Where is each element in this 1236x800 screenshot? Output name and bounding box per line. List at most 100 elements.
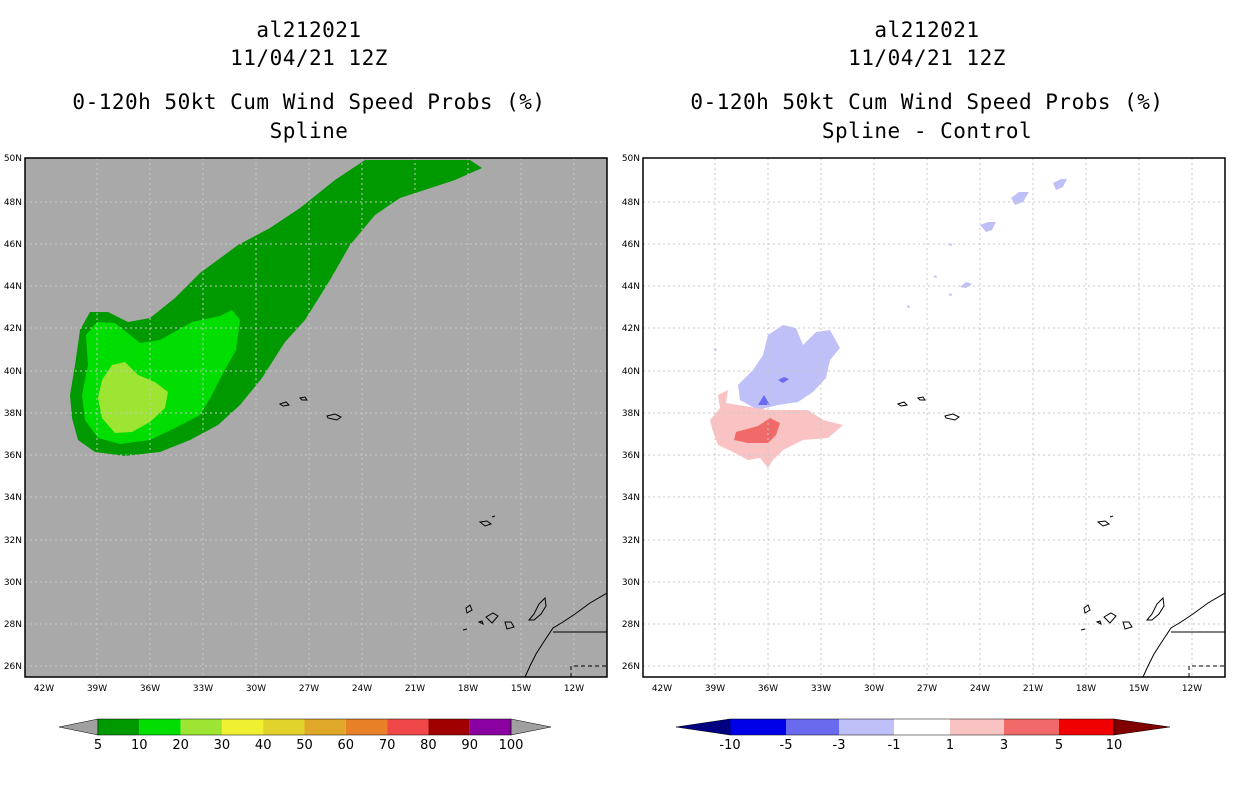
mauritania-border: [570, 665, 607, 677]
lat-label: 44N: [4, 282, 22, 292]
colorbar-label: -1: [888, 738, 901, 753]
colorbar-swatch: [139, 719, 181, 735]
colorbar-label: 60: [338, 738, 355, 753]
canary-islands: [462, 596, 547, 631]
lat-label: 28N: [622, 620, 640, 630]
right-map-svg: 50N 48N 46N 44N 42N 40N 38N 36N 34N 32N …: [622, 154, 1226, 753]
colorbar-label: 10: [131, 738, 148, 753]
lon-label: 27W: [299, 684, 319, 694]
colorbar-swatch: [221, 719, 264, 735]
colorbar-swatch: [894, 719, 950, 735]
lat-label: 32N: [4, 536, 22, 546]
colorbar-swatch: [387, 719, 429, 735]
right-title-product: 0-120h 50kt Cum Wind Speed Probs (%): [690, 90, 1164, 114]
right-panel: al212021 11/04/21 12Z 0-120h 50kt Cum Wi…: [618, 0, 1236, 800]
mauritania-border: [1188, 665, 1225, 677]
colorbar-tip-left: [675, 718, 731, 736]
colorbar-label: 10: [1106, 738, 1123, 753]
lat-label: 42N: [4, 324, 22, 334]
azores-islands: [896, 396, 960, 421]
madeira-islands: [1096, 515, 1114, 527]
lon-label: 36W: [758, 684, 778, 694]
colorbar-label: 50: [296, 738, 313, 753]
right-graticule: [643, 158, 1225, 677]
lat-label: 32N: [622, 536, 640, 546]
lat-label: 40N: [622, 367, 640, 377]
colorbar-label: 90: [461, 738, 478, 753]
lon-label: 30W: [246, 684, 266, 694]
lon-label: 21W: [1023, 684, 1043, 694]
lat-label: 50N: [4, 154, 22, 164]
colorbar-swatch: [263, 719, 305, 735]
colorbar-swatch: [1004, 719, 1059, 735]
colorbar-label: 100: [499, 738, 524, 753]
lon-label: 33W: [811, 684, 831, 694]
left-title-method: Spline: [269, 119, 349, 143]
lon-label: 39W: [705, 684, 725, 694]
right-lon-labels: 42W 39W 36W 33W 30W 27W 24W 21W 18W 15W …: [652, 684, 1202, 694]
colorbar-swatch: [345, 719, 388, 735]
lat-label: 30N: [4, 578, 22, 588]
colorbar-label: 1: [946, 738, 954, 753]
lon-label: 27W: [917, 684, 937, 694]
colorbar-label: 70: [379, 738, 396, 753]
azores-islands: [278, 396, 342, 421]
lon-label: 21W: [405, 684, 425, 694]
left-lat-labels: 50N 48N 46N 44N 42N 40N 38N 36N 34N 32N …: [4, 154, 22, 672]
colorbar-tip-right: [510, 718, 552, 736]
prob-contour-20: [98, 362, 168, 433]
lat-label: 36N: [622, 451, 640, 461]
lon-label: 24W: [970, 684, 990, 694]
right-title-storm: al212021: [874, 18, 980, 42]
lat-label: 36N: [4, 451, 22, 461]
lat-label: 40N: [4, 367, 22, 377]
right-title-method: Spline - Control: [821, 119, 1033, 143]
colorbar-swatch: [98, 719, 140, 735]
lat-label: 48N: [622, 198, 640, 208]
lon-label: 24W: [352, 684, 372, 694]
colorbar-swatch: [428, 719, 470, 735]
colorbar-swatch: [1059, 719, 1114, 735]
colorbar-swatch: [469, 719, 511, 735]
right-coastlines: [896, 396, 1225, 677]
lat-label: 46N: [4, 240, 22, 250]
left-lon-labels: 42W 39W 36W 33W 30W 27W 24W 21W 18W 15W …: [34, 684, 584, 694]
african-coast: [524, 592, 607, 677]
african-coast: [1142, 592, 1225, 677]
lon-label: 42W: [652, 684, 672, 694]
lon-label: 33W: [193, 684, 213, 694]
colorbar-label: 3: [1000, 738, 1008, 753]
lon-label: 18W: [1076, 684, 1096, 694]
colorbar-label: -5: [780, 738, 793, 753]
lat-label: 26N: [622, 662, 640, 672]
left-map-svg: 50N 48N 46N 44N 42N 40N 38N 36N 34N 32N …: [4, 154, 608, 753]
lat-label: 30N: [622, 578, 640, 588]
lat-label: 26N: [4, 662, 22, 672]
right-map-frame: [642, 157, 1226, 678]
canary-islands: [1080, 596, 1165, 631]
left-map-frame: [24, 157, 608, 678]
lon-label: 30W: [864, 684, 884, 694]
colorbar-label: 20: [172, 738, 189, 753]
left-title-storm: al212021: [256, 18, 362, 42]
lat-label: 38N: [4, 409, 22, 419]
lon-label: 12W: [1182, 684, 1202, 694]
left-graticule: [25, 158, 607, 677]
colorbar-label: -3: [833, 738, 846, 753]
colorbar-label: 40: [255, 738, 272, 753]
lat-label: 48N: [4, 198, 22, 208]
colorbar-label: 5: [1055, 738, 1063, 753]
right-title-date: 11/04/21 12Z: [848, 46, 1006, 70]
colorbar-swatch: [730, 719, 786, 735]
lon-label: 36W: [140, 684, 160, 694]
colorbar-tip-right: [1113, 718, 1171, 736]
right-colorbar: -10 -5 -3 -1 1 3 5 10: [675, 718, 1171, 753]
colorbar-label: 5: [94, 738, 102, 753]
lat-label: 38N: [622, 409, 640, 419]
colorbar-label: 30: [214, 738, 231, 753]
lon-label: 15W: [511, 684, 531, 694]
left-colorbar: 5 10 20 30 40 50 60 70 80 90 100: [58, 718, 552, 753]
left-panel: al212021 11/04/21 12Z 0-120h 50kt Cum Wi…: [4, 18, 608, 753]
lon-label: 39W: [87, 684, 107, 694]
lat-label: 50N: [622, 154, 640, 164]
